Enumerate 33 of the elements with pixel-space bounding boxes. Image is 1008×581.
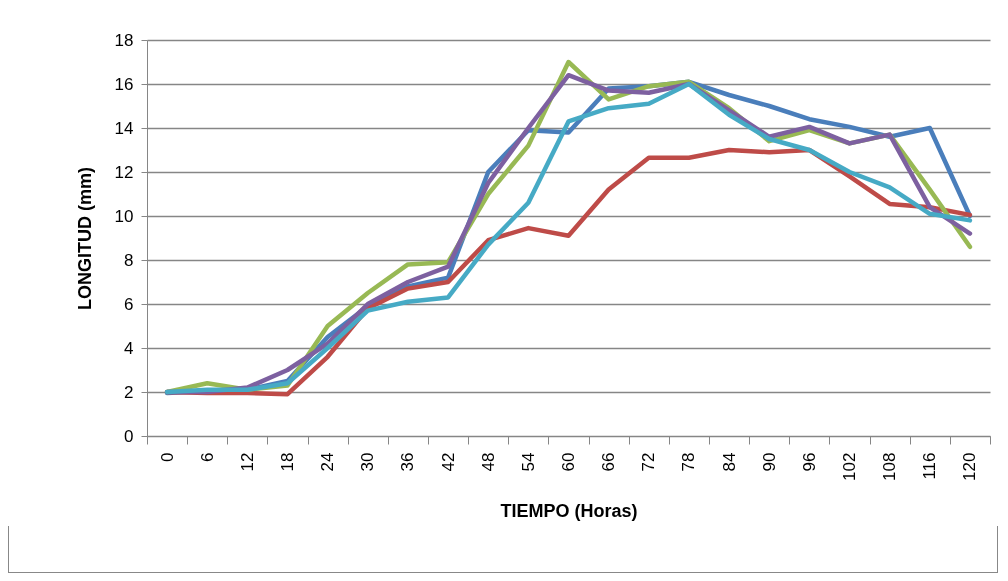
y-tick-label: 18: [114, 30, 134, 50]
x-tick-label: 36: [398, 452, 418, 472]
x-tick-label: 120: [960, 452, 980, 481]
x-tick-label: 102: [840, 452, 859, 481]
x-tick-label: 66: [599, 452, 619, 472]
x-tick-label: 12: [237, 452, 257, 472]
x-tick-label: 90: [759, 452, 779, 472]
x-tick-label: 116: [920, 452, 940, 480]
x-tick-label: 0: [157, 452, 177, 462]
x-tick-label: 18: [278, 452, 297, 472]
x-tick-label: 96: [799, 452, 819, 472]
x-tick-label: 108: [880, 452, 900, 481]
x-tick-label: 60: [559, 452, 578, 472]
y-tick-label: 2: [124, 382, 134, 402]
y-tick-label: 12: [114, 162, 134, 182]
y-axis-title: LONGITUD (mm): [74, 167, 95, 310]
y-tick-label: 8: [124, 250, 134, 270]
y-tick-label: 6: [124, 294, 134, 314]
y-tick-label: 14: [114, 118, 134, 138]
x-tick-label: 48: [478, 452, 498, 472]
x-tick-label: 24: [318, 452, 338, 472]
x-tick-label: 54: [518, 452, 538, 472]
x-tick-label: 84: [719, 452, 739, 472]
y-tick-label: 10: [114, 206, 134, 226]
x-axis-title: TIEMPO (Horas): [500, 500, 638, 521]
y-tick-label: 4: [124, 338, 134, 358]
y-tick-label: 16: [114, 74, 134, 94]
y-tick-label: 0: [124, 426, 134, 446]
x-tick-label: 78: [679, 452, 699, 472]
x-tick-label: 72: [639, 452, 659, 472]
x-tick-label: 42: [438, 452, 458, 472]
x-tick-label: 6: [197, 452, 217, 462]
x-tick-label: 30: [358, 452, 378, 472]
